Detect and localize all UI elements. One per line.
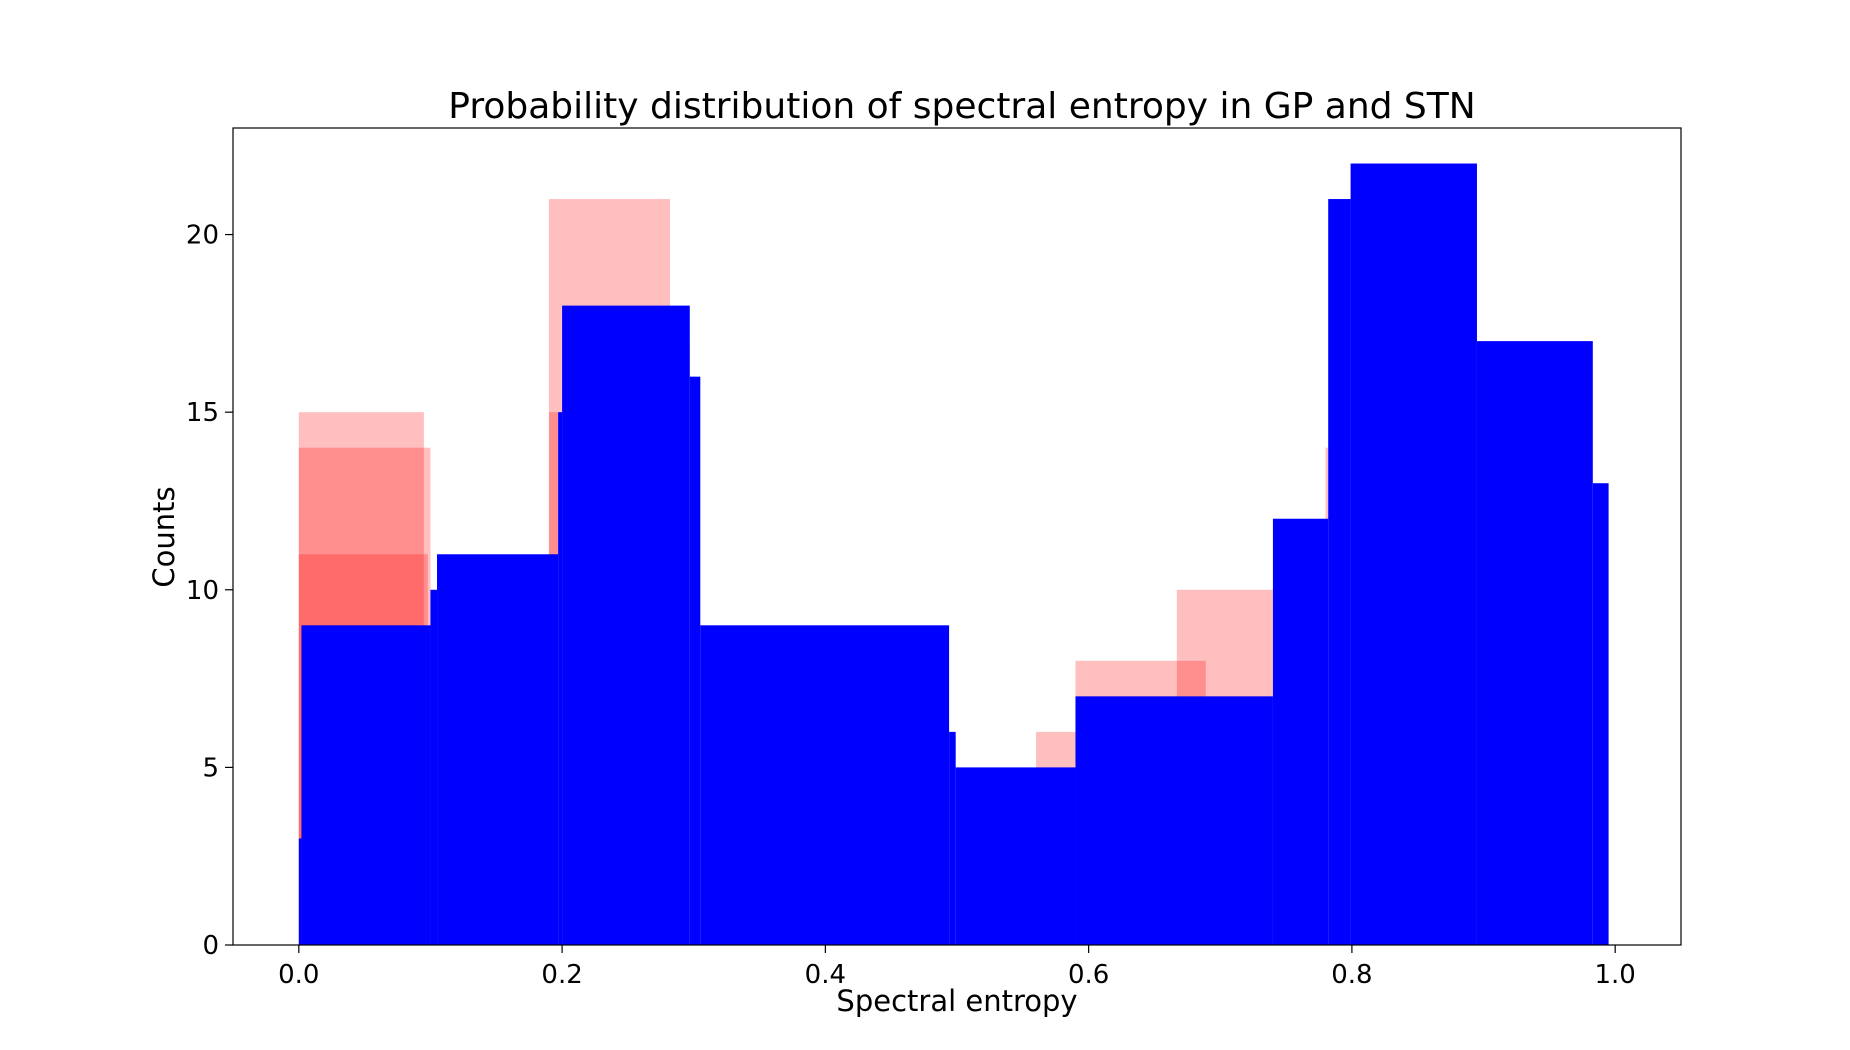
- x-tick-label: 0.2: [541, 960, 582, 990]
- y-tick-label: 10: [186, 576, 219, 606]
- histogram-bar: [437, 554, 559, 945]
- chart-title: Probability distribution of spectral ent…: [448, 86, 1475, 127]
- y-tick-label: 0: [202, 931, 219, 961]
- y-tick-label: 15: [186, 398, 219, 428]
- histogram-bar: [1592, 483, 1609, 945]
- x-axis: 0.0 0.2 0.4 0.6 0.8 1.0: [278, 945, 1636, 990]
- x-axis-label: Spectral entropy: [836, 984, 1077, 1018]
- histogram-bar: [949, 731, 956, 945]
- y-tick-label: 20: [186, 221, 219, 251]
- histogram-bar: [689, 376, 701, 945]
- y-axis: 0 5 10 15 20: [186, 221, 233, 961]
- x-tick-label: 1.0: [1595, 960, 1636, 990]
- x-tick-label: 0.8: [1331, 960, 1372, 990]
- histogram-bar: [1272, 518, 1329, 945]
- y-tick-label: 5: [202, 753, 219, 783]
- histogram-bar: [301, 625, 431, 945]
- x-tick-label: 0.4: [805, 960, 846, 990]
- histogram-bar: [430, 589, 438, 945]
- histogram-bar: [1328, 199, 1351, 946]
- histogram-bar: [700, 625, 950, 945]
- histogram-bar: [1350, 163, 1477, 946]
- histogram-bar: [298, 838, 302, 945]
- y-axis-label: Counts: [147, 486, 181, 587]
- histogram-bar: [562, 305, 690, 945]
- x-tick-label: 0.0: [278, 960, 319, 990]
- x-tick-label: 0.6: [1068, 960, 1109, 990]
- histogram-bar: [1075, 696, 1273, 945]
- bars-layer: [298, 163, 1609, 946]
- histogram-bar: [558, 412, 563, 945]
- histogram-bar: [1476, 341, 1593, 945]
- plot-frame: [232, 127, 1682, 946]
- histogram-bar: [955, 767, 1076, 945]
